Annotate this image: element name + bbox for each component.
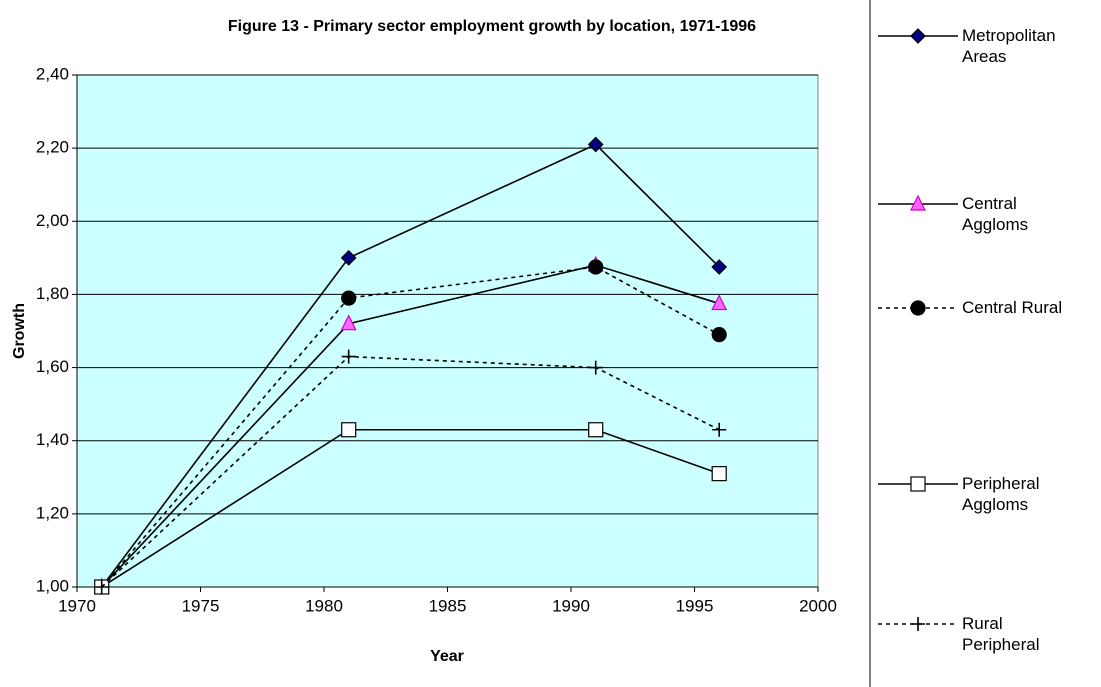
marker <box>588 422 604 438</box>
marker <box>341 422 357 438</box>
marker <box>340 250 357 266</box>
y-tick-label: 1,00 <box>36 576 69 595</box>
x-tick-label: 1975 <box>182 596 220 615</box>
legend-marker <box>910 476 926 492</box>
y-tick-label: 2,20 <box>36 138 69 157</box>
series-line <box>101 428 720 588</box>
y-tick-label: 1,20 <box>36 503 69 522</box>
legend-label: Peripheral Aggloms <box>962 474 1040 514</box>
y-tick-label: 1,40 <box>36 430 69 449</box>
x-tick-label: 1970 <box>58 596 96 615</box>
y-tick-label: 1,60 <box>36 357 69 376</box>
y-axis-label: Growth <box>11 303 28 359</box>
legend-marker <box>910 300 926 316</box>
marker <box>711 259 728 275</box>
marker <box>341 290 357 306</box>
legend-label: Rural Peripheral <box>962 614 1040 654</box>
x-axis-label: Year <box>430 648 464 665</box>
marker <box>587 136 604 153</box>
series-line <box>101 264 720 588</box>
plot-area <box>76 74 819 588</box>
marker <box>340 314 357 331</box>
marker <box>588 259 604 275</box>
x-tick-label: 2000 <box>799 596 837 615</box>
marker <box>711 327 727 343</box>
series-line <box>101 355 720 588</box>
x-tick-label: 1995 <box>676 596 714 615</box>
marker <box>94 580 109 594</box>
marker <box>711 466 727 482</box>
x-tick-label: 1985 <box>429 596 467 615</box>
legend-label: Metropolitan Areas <box>962 26 1056 66</box>
y-tick-label: 2,00 <box>36 211 69 230</box>
y-tick-label: 1,80 <box>36 284 69 303</box>
x-tick-label: 1980 <box>305 596 343 615</box>
x-tick-label: 1990 <box>552 596 590 615</box>
marker <box>711 294 728 311</box>
series-line <box>101 266 720 588</box>
series-line <box>101 143 720 588</box>
legend-marker <box>910 194 926 211</box>
marker <box>341 349 356 364</box>
marker <box>588 360 603 375</box>
chart-title: Figure 13 - Primary sector employment gr… <box>228 18 756 35</box>
y-tick-label: 2,40 <box>36 64 69 83</box>
legend-label: Central Aggloms <box>962 194 1029 234</box>
marker <box>712 422 727 437</box>
legend-marker <box>911 617 925 631</box>
legend-marker <box>910 28 926 44</box>
legend-label: Central Rural <box>962 298 1063 317</box>
